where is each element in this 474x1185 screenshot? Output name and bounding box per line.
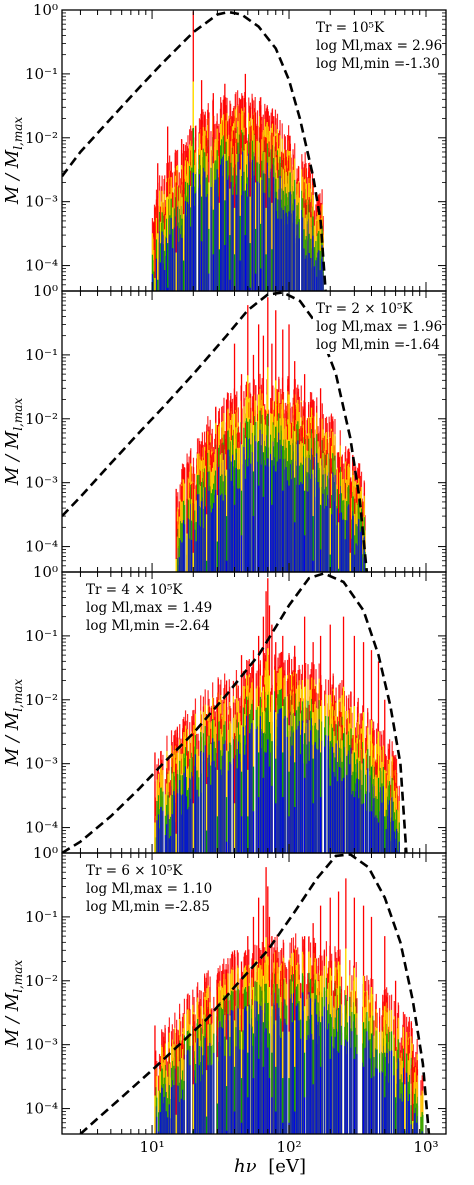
- panel-2-y-ticks: [62, 290, 446, 573]
- panel-2-plot-area: [62, 291, 369, 572]
- panel-1-x-ticks: [79, 10, 427, 291]
- annotation-line3: log Ml,min =-1.64: [316, 337, 440, 353]
- panel-1-annotation: Tr = 10⁵K log Ml,max = 2.96 log Ml,min =-1…: [313, 17, 442, 73]
- panel-2-dashed-curve: [62, 291, 369, 572]
- annotation-line1: Tr = 2 × 10⁵K: [316, 301, 413, 317]
- y-tick-label: 10⁻³: [25, 193, 58, 211]
- panel-3-plot-area: [62, 572, 408, 853]
- annotation-background: [313, 17, 441, 73]
- annotation-line2: log Ml,max = 1.96: [316, 319, 442, 335]
- y-tick-label: 10⁻¹: [25, 346, 58, 364]
- panel-2-line-spectrum: [175, 297, 366, 572]
- annotation-line1: Tr = 10⁵K: [316, 20, 385, 36]
- panel-1: 10⁰ 10⁻¹ 10⁻² 10⁻³ 10⁻⁴ Tr = 10⁵K log Ml,max =…: [25, 1, 447, 292]
- annotation-line2: log Ml,max = 2.96: [316, 38, 442, 54]
- panel-1-line-spectrum: [151, 11, 324, 291]
- annotation-background: [313, 298, 441, 354]
- y-tick-label: 10⁰: [33, 1, 58, 19]
- panel-2: 10⁰ 10⁻¹ 10⁻² 10⁻³ 10⁻⁴ Tr = 2 × 10⁵K log Ml,m…: [25, 282, 447, 573]
- panel-2-x-ticks: [79, 291, 427, 572]
- y-tick-label: 10⁻²: [25, 410, 58, 428]
- y-tick-label: 10⁻⁴: [25, 538, 58, 556]
- panel-3-line-spectrum: [154, 578, 400, 853]
- y-tick-label: 10⁰: [33, 282, 58, 300]
- y-tick-label: 10⁻³: [25, 474, 58, 492]
- y-tick-label: 10⁻¹: [25, 65, 58, 83]
- panel-2-annotation: Tr = 2 × 10⁵K log Ml,max = 1.96 log Ml,min…: [313, 298, 442, 354]
- panel-1-plot-area: [62, 10, 327, 291]
- y-tick-label: 10⁻²: [25, 129, 58, 147]
- panel-1-y-ticks: [62, 9, 446, 292]
- annotation-line3: log Ml,min =-1.30: [316, 56, 440, 72]
- y-tick-label: 10⁻⁴: [25, 257, 58, 275]
- panels-group: 10⁰ 10⁻¹ 10⁻² 10⁻³ 10⁻⁴ Tr = 10⁵K log Ml,max =…: [25, 1, 447, 1156]
